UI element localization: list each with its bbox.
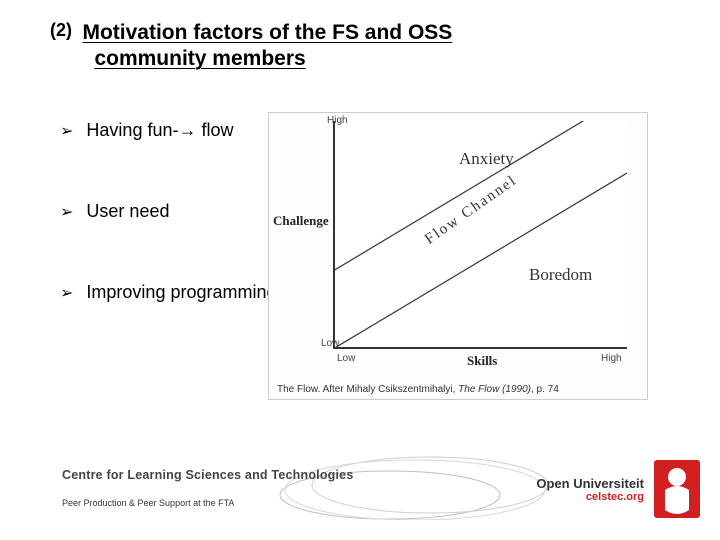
open-universiteit-block: Open Universiteit celstec.org: [536, 460, 700, 518]
ou-text: Open Universiteit celstec.org: [536, 476, 644, 503]
footer: Centre for Learning Sciences and Technol…: [0, 440, 720, 540]
celstec-label: Centre for Learning Sciences and Technol…: [62, 468, 353, 482]
ou-logo-icon: [654, 460, 700, 518]
region-anxiety-label: Anxiety: [459, 149, 514, 169]
y-axis-low-label: Low: [321, 338, 339, 349]
flow-figure: High Low Low High Challenge Skills Anxie…: [268, 112, 648, 400]
caption-italic: The Flow (1990): [458, 384, 531, 395]
slide: (2) Motivation factors of the FS and OSS…: [0, 0, 720, 540]
ou-title: Open Universiteit: [536, 476, 644, 491]
caption-prefix: The Flow. After Mihaly Csikszentmihalyi,: [277, 384, 458, 395]
footer-note: Peer Production & Peer Support at the FT…: [62, 498, 234, 508]
region-boredom-label: Boredom: [529, 265, 592, 285]
heading-title-line1: Motivation factors of the FS and OSS: [82, 21, 452, 44]
bullet-icon: ➢: [60, 121, 73, 141]
ou-site: celstec.org: [536, 491, 644, 503]
bullet-text: Having fun-→ flow: [86, 120, 233, 140]
heading-number: (2): [50, 20, 72, 40]
bullet-icon: ➢: [60, 202, 73, 222]
figure-caption: The Flow. After Mihaly Csikszentmihalyi,…: [277, 384, 559, 395]
x-axis-low-label: Low: [337, 353, 355, 364]
caption-suffix: , p. 74: [531, 384, 559, 395]
heading-title-line2: community members: [94, 47, 305, 70]
bullet-text: User need: [86, 201, 169, 221]
y-axis-title: Challenge: [273, 213, 329, 229]
y-axis-high-label: High: [327, 115, 348, 126]
bullet-icon: ➢: [60, 283, 73, 303]
heading-block: (2) Motivation factors of the FS and OSS…: [50, 20, 660, 73]
x-axis-high-label: High: [601, 353, 622, 364]
x-axis-title: Skills: [467, 353, 497, 369]
